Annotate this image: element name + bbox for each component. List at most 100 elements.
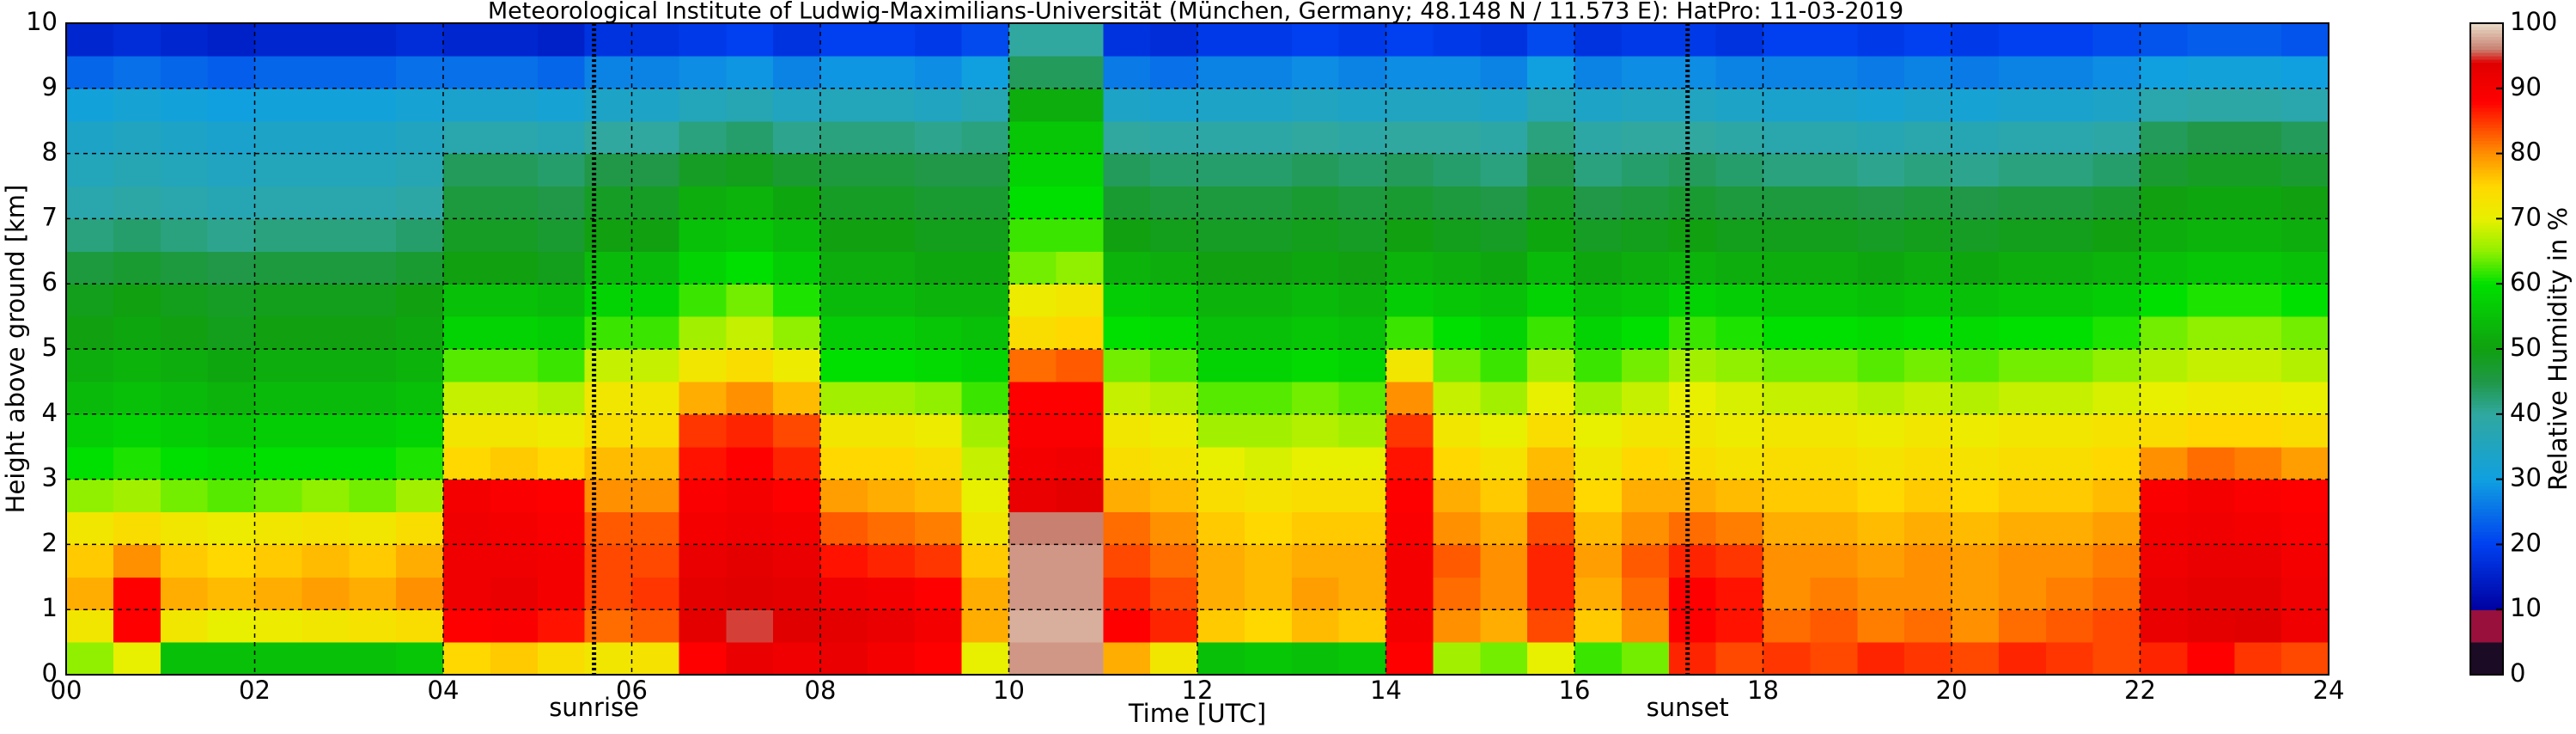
- colorbar-strip: [2470, 209, 2503, 213]
- colorbar-tick-label: 50: [2510, 333, 2542, 362]
- heatmap-cell: [1150, 88, 1198, 122]
- heatmap-cell: [1952, 153, 2000, 187]
- heatmap-cell: [349, 511, 397, 545]
- heatmap-cell: [301, 186, 350, 219]
- heatmap-cell: [1574, 218, 1623, 252]
- heatmap-cell: [2187, 120, 2235, 155]
- heatmap-cell: [1244, 316, 1293, 350]
- heatmap-cell: [1763, 23, 1811, 57]
- heatmap-cell: [1008, 88, 1057, 122]
- heatmap-cell: [2140, 218, 2188, 252]
- heatmap-cell: [1574, 55, 1623, 89]
- heatmap-cell: [1008, 511, 1057, 545]
- heatmap-cell: [1998, 511, 2047, 545]
- heatmap-cell: [490, 511, 539, 545]
- heatmap-cell: [1574, 511, 1623, 545]
- heatmap-cell: [2234, 88, 2282, 122]
- heatmap-cell: [1952, 381, 2000, 415]
- heatmap-cell: [1103, 218, 1151, 252]
- heatmap-cell: [1904, 413, 1952, 448]
- heatmap-cell: [2187, 479, 2235, 513]
- heatmap-cell: [820, 153, 868, 187]
- heatmap-cell: [1433, 186, 1481, 219]
- heatmap-cell: [490, 55, 539, 89]
- colorbar-strip: [2470, 195, 2503, 200]
- heatmap-cell: [254, 511, 302, 545]
- heatmap-cell: [1621, 284, 1670, 317]
- heatmap-cell: [1952, 642, 2000, 676]
- heatmap-cell: [773, 186, 821, 219]
- heatmap-cell: [160, 446, 209, 480]
- heatmap-cell: [867, 218, 916, 252]
- heatmap-cell: [207, 577, 256, 610]
- heatmap-cell: [537, 284, 586, 317]
- colorbar-strip: [2470, 284, 2503, 288]
- heatmap-cell: [2045, 577, 2094, 610]
- heatmap-cell: [914, 120, 963, 155]
- heatmap-cell: [631, 577, 679, 610]
- colorbar-strip: [2470, 124, 2503, 128]
- heatmap-cell: [537, 381, 586, 415]
- heatmap-cell: [537, 446, 586, 480]
- heatmap-cell: [160, 218, 209, 252]
- heatmap-cell: [1857, 349, 1905, 382]
- heatmap-cell: [1244, 349, 1293, 382]
- colorbar-strip: [2470, 117, 2503, 122]
- y-axis-label: Height above ground [km]: [1, 185, 30, 514]
- colorbar-strip: [2470, 107, 2503, 112]
- heatmap-cell: [2092, 511, 2141, 545]
- colorbar-strip: [2470, 264, 2503, 268]
- heatmap-cell: [1952, 23, 2000, 57]
- heatmap-cell: [301, 251, 350, 284]
- heatmap-cell: [66, 218, 114, 252]
- heatmap-cell: [773, 446, 821, 480]
- heatmap-cell: [113, 251, 161, 284]
- heatmap-cell: [2187, 349, 2235, 382]
- heatmap-cell: [631, 642, 679, 676]
- heatmap-cell: [66, 23, 114, 57]
- heatmap-cell: [1904, 349, 1952, 382]
- heatmap-cell: [113, 446, 161, 480]
- heatmap-cell: [254, 88, 302, 122]
- heatmap-cell: [2234, 23, 2282, 57]
- heatmap-cell: [914, 609, 963, 643]
- heatmap-cell: [1668, 577, 1717, 610]
- heatmap-cell: [160, 381, 209, 415]
- colorbar-strip: [2470, 632, 2503, 637]
- heatmap-cell: [1574, 186, 1623, 219]
- plot-frame: [65, 22, 2329, 676]
- heatmap-cell: [1857, 577, 1905, 610]
- heatmap-cell: [1763, 446, 1811, 480]
- heatmap-cell: [66, 88, 114, 122]
- heatmap-cell: [584, 284, 633, 317]
- heatmap-cell: [1244, 544, 1293, 578]
- heatmap-cell: [2281, 218, 2329, 252]
- heatmap-cell: [443, 544, 491, 578]
- heatmap-cell: [773, 381, 821, 415]
- heatmap-cell: [160, 88, 209, 122]
- heatmap-cell: [1008, 251, 1057, 284]
- heatmap-cell: [113, 479, 161, 513]
- heatmap-cell: [349, 381, 397, 415]
- heatmap-cell: [207, 381, 256, 415]
- colorbar-strip: [2470, 446, 2503, 451]
- heatmap-cell: [726, 186, 774, 219]
- heatmap-cell: [773, 23, 821, 57]
- heatmap-cell: [867, 284, 916, 317]
- heatmap-cell: [679, 55, 727, 89]
- heatmap-cell: [1008, 446, 1057, 480]
- heatmap-cell: [1244, 479, 1293, 513]
- heatmap-cell: [490, 381, 539, 415]
- heatmap-cell: [1763, 55, 1811, 89]
- heatmap-cell: [679, 544, 727, 578]
- heatmap-cell: [1056, 251, 1104, 284]
- heatmap-cell: [1480, 120, 1528, 155]
- heatmap-cell: [773, 218, 821, 252]
- heatmap-cell: [1527, 284, 1575, 317]
- heatmap-cell: [820, 88, 868, 122]
- heatmap-cell: [1857, 642, 1905, 676]
- colorbar-strip: [2470, 456, 2503, 461]
- colorbar-strip: [2470, 218, 2503, 223]
- heatmap-cell: [679, 511, 727, 545]
- colorbar-strip: [2470, 564, 2503, 568]
